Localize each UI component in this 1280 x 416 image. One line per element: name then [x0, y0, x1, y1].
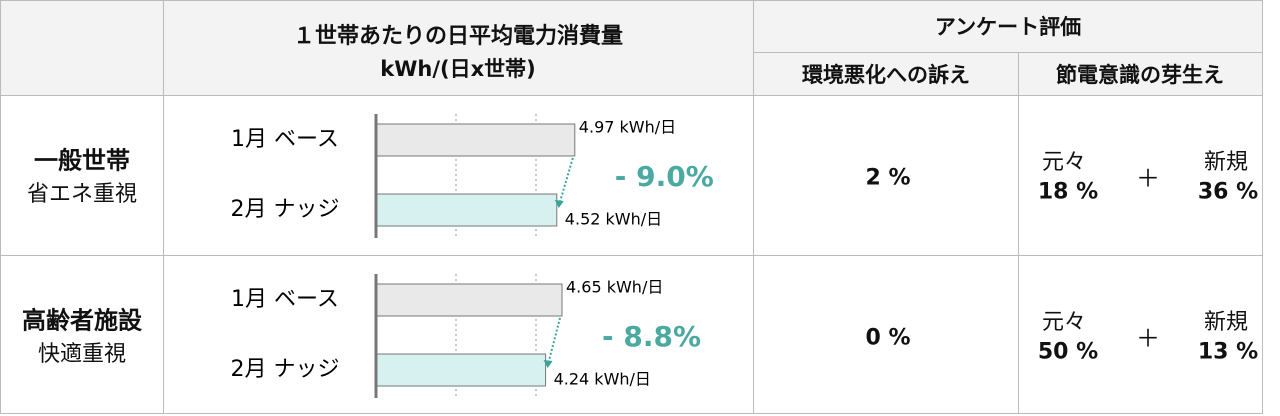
awareness-label: 元々	[1041, 310, 1087, 335]
value-label: 4.97 kWh/日	[579, 118, 676, 137]
header-column: 環境悪化への訴え	[802, 63, 970, 87]
change-label: - 9.0%	[615, 160, 714, 193]
appeal-value: 0 %	[865, 325, 911, 351]
bar	[375, 283, 563, 317]
value-label: 4.65 kWh/日	[566, 278, 663, 297]
arrow-head	[543, 360, 553, 368]
awareness-value: 18 %	[1037, 179, 1099, 205]
header-unit: kWh/(日x世帯)	[380, 57, 536, 81]
bar	[375, 353, 547, 387]
header-cell	[163, 0, 754, 96]
awareness-value: 50 %	[1037, 339, 1099, 365]
bar	[375, 123, 576, 157]
awareness-label: 新規	[1203, 310, 1249, 335]
header-title: １世帯あたりの日平均電力消費量	[292, 24, 624, 49]
change-label: - 8.8%	[602, 320, 701, 353]
category-label: 1月 ベース	[231, 287, 339, 312]
cell	[1018, 255, 1263, 414]
header-cell	[753, 0, 1263, 53]
category-label: 2月 ナッジ	[231, 357, 340, 382]
awareness-label: 元々	[1041, 150, 1087, 175]
change-arrow	[557, 157, 574, 207]
awareness-value: 36 %	[1197, 179, 1259, 205]
row-name: 一般世帯	[34, 146, 130, 175]
awareness-value: 13 %	[1197, 339, 1259, 365]
plus-sign: ＋	[1136, 324, 1160, 353]
row-subtitle: 快適重視	[37, 342, 127, 367]
mini-chart: 1月 ベース 4.97 kWh/日 2月 ナッジ 4.52 kWh/日 - 9.0%	[231, 114, 714, 238]
bar	[375, 193, 558, 227]
row-subtitle: 省エネ重視	[26, 182, 138, 207]
mini-chart: 1月 ベース 4.65 kWh/日 2月 ナッジ 4.24 kWh/日 - 8.8%	[231, 274, 701, 398]
appeal-value: 2 %	[865, 165, 911, 191]
header-blank	[0, 0, 164, 96]
header-cell	[1018, 52, 1263, 96]
value-label: 4.52 kWh/日	[565, 210, 662, 229]
header-title: アンケート評価	[934, 15, 1082, 39]
category-label: 1月 ベース	[231, 127, 339, 152]
value-label: 4.24 kWh/日	[554, 370, 651, 389]
awareness-label: 新規	[1203, 150, 1249, 175]
category-label: 2月 ナッジ	[231, 197, 340, 222]
plus-sign: ＋	[1136, 164, 1160, 193]
row-name: 高齢者施設	[22, 306, 142, 335]
header-column: 節電意識の芽生え	[1056, 63, 1224, 87]
change-arrow	[546, 317, 561, 367]
arrow-head	[554, 200, 564, 208]
